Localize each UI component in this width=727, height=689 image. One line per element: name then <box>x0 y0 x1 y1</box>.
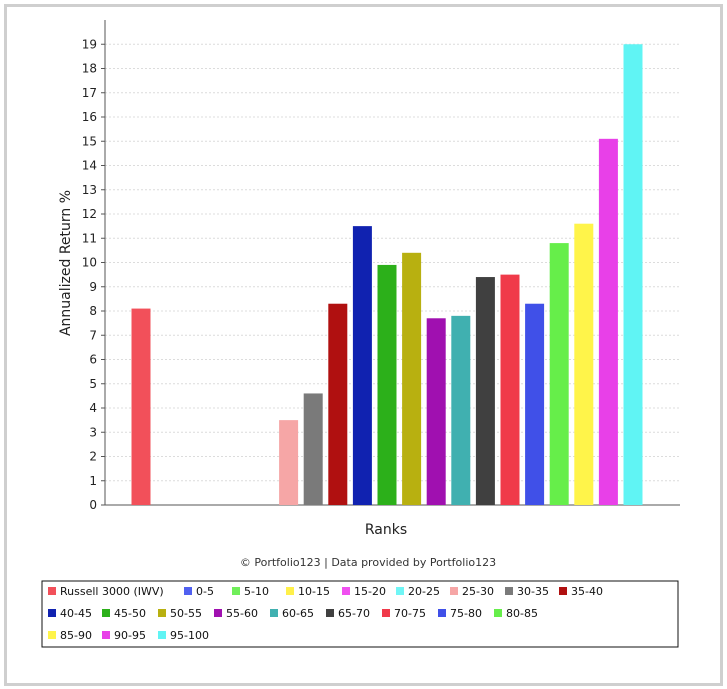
legend-swatch <box>270 609 278 617</box>
y-tick-label: 8 <box>89 304 97 318</box>
y-tick-label: 14 <box>82 159 97 173</box>
legend-swatch <box>48 587 56 595</box>
legend-label: 70-75 <box>394 607 426 620</box>
legend-swatch <box>102 609 110 617</box>
y-tick-label: 17 <box>82 86 97 100</box>
bar-60-65 <box>451 315 471 505</box>
bar-45-50 <box>377 264 397 505</box>
legend-swatch <box>102 631 110 639</box>
chart-credit: © Portfolio123 | Data provided by Portfo… <box>240 556 496 569</box>
bar-75-80 <box>525 303 545 505</box>
y-tick-label: 7 <box>89 328 97 342</box>
legend-label: 80-85 <box>506 607 538 620</box>
legend-swatch <box>232 587 240 595</box>
legend-swatch <box>559 587 567 595</box>
y-tick-label: 18 <box>82 62 97 76</box>
legend-label: 45-50 <box>114 607 146 620</box>
legend-label: 15-20 <box>354 585 386 598</box>
legend-label: 55-60 <box>226 607 258 620</box>
bar-90-95 <box>598 138 618 505</box>
legend-label: 35-40 <box>571 585 603 598</box>
y-axis-title: Annualized Return % <box>58 190 74 336</box>
legend-label: 20-25 <box>408 585 440 598</box>
legend-label: 60-65 <box>282 607 314 620</box>
legend-box <box>41 580 679 648</box>
legend-swatch <box>214 609 222 617</box>
legend-swatch <box>48 631 56 639</box>
bar-70-75 <box>500 274 520 505</box>
legend-label: 5-10 <box>244 585 269 598</box>
y-tick-label: 11 <box>82 231 97 245</box>
legend-label: 75-80 <box>450 607 482 620</box>
bar-40-45 <box>352 226 372 505</box>
legend: Russell 3000 (IWV) 0-5 5-10 10-15 15-20 20-25… <box>48 585 603 642</box>
legend-label: 50-55 <box>170 607 202 620</box>
legend-swatch <box>505 587 513 595</box>
bar-55-60 <box>426 318 446 505</box>
bar-35-40 <box>328 303 348 505</box>
legend-swatch <box>382 609 390 617</box>
bar-80-85 <box>549 243 569 505</box>
legend-swatch <box>48 609 56 617</box>
legend-label: 0-5 <box>196 585 214 598</box>
bar-russell-3000-iwv- <box>131 308 151 505</box>
y-tick-label: 1 <box>89 474 97 488</box>
y-tick-label: 5 <box>89 377 97 391</box>
y-tick-label: 2 <box>89 450 97 464</box>
y-tick-label: 9 <box>89 280 97 294</box>
legend-label: Russell 3000 (IWV) <box>60 585 164 598</box>
legend-swatch <box>494 609 502 617</box>
legend-swatch <box>450 587 458 595</box>
y-tick-label: 4 <box>89 401 97 415</box>
legend-swatch <box>438 609 446 617</box>
bars <box>131 44 643 505</box>
bar-30-35 <box>303 393 323 505</box>
bar-25-30 <box>279 420 299 505</box>
x-axis-title: Ranks <box>365 522 407 538</box>
legend-label: 30-35 <box>517 585 549 598</box>
legend-swatch <box>396 587 404 595</box>
y-tick-label: 6 <box>89 353 97 367</box>
legend-swatch <box>158 631 166 639</box>
legend-swatch <box>342 587 350 595</box>
legend-swatch <box>158 609 166 617</box>
y-tick-label: 0 <box>89 498 97 512</box>
legend-label: 65-70 <box>338 607 370 620</box>
bar-95-100 <box>623 44 643 505</box>
legend-label: 95-100 <box>170 629 209 642</box>
legend-label: 10-15 <box>298 585 330 598</box>
y-tick-label: 3 <box>89 425 97 439</box>
bar-65-70 <box>475 277 495 505</box>
y-tick-label: 16 <box>82 110 97 124</box>
legend-swatch <box>326 609 334 617</box>
y-tick-label: 10 <box>82 256 97 270</box>
legend-label: 40-45 <box>60 607 92 620</box>
y-tick-label: 15 <box>82 134 97 148</box>
legend-label: 25-30 <box>462 585 494 598</box>
y-tick-label: 19 <box>82 37 97 51</box>
y-tick-label: 13 <box>82 183 97 197</box>
legend-swatch <box>286 587 294 595</box>
y-tick-label: 12 <box>82 207 97 221</box>
legend-label: 85-90 <box>60 629 92 642</box>
bar-50-55 <box>402 252 422 505</box>
bar-85-90 <box>574 223 594 505</box>
legend-label: 90-95 <box>114 629 146 642</box>
legend-swatch <box>184 587 192 595</box>
